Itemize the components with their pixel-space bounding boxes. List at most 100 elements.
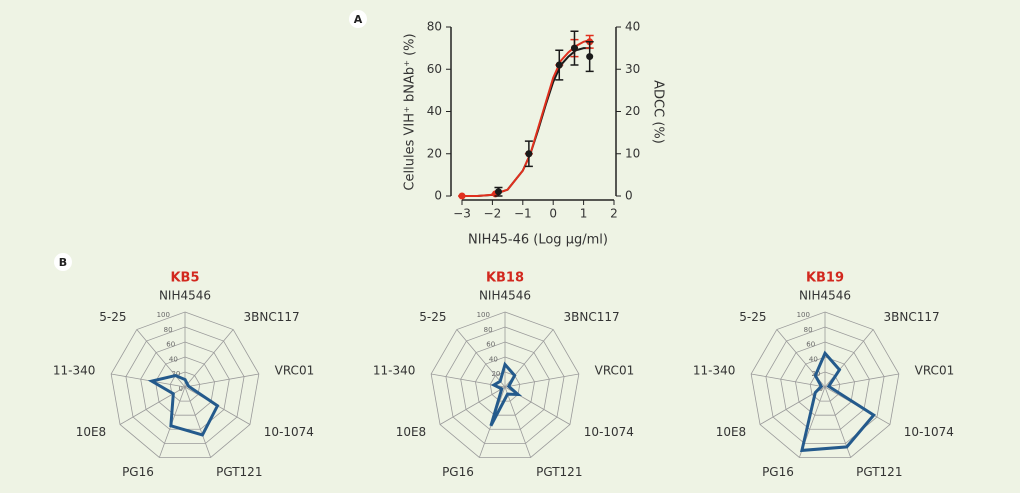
- radar-shape: [147, 373, 220, 437]
- axis-label: NIH4546: [479, 289, 531, 303]
- axis-label: 11-340: [693, 364, 736, 378]
- axis-label: 5-25: [419, 310, 446, 324]
- r-tick-label: 100: [157, 311, 170, 319]
- panel-badge: [349, 10, 367, 28]
- radar-shape: [799, 350, 876, 453]
- axis-label: 3BNC117: [883, 310, 939, 324]
- grid-ring: [460, 341, 550, 430]
- data-point: [494, 188, 502, 196]
- r-tick-label: 100: [477, 311, 490, 319]
- grid-ring: [445, 326, 565, 444]
- r-tick-label: 40: [489, 355, 498, 363]
- axis-label: 5-25: [99, 310, 126, 324]
- fit-curve: [462, 38, 592, 197]
- axis-label: PGT121: [536, 465, 582, 479]
- axis-label: 11-340: [53, 364, 96, 378]
- axis-label: 3BNC117: [243, 310, 299, 324]
- y2-axis-label: ADCC (%): [651, 80, 666, 144]
- grid-ring: [430, 311, 580, 458]
- spoke: [119, 386, 186, 425]
- r-tick-label: 80: [484, 326, 493, 334]
- radar-title: KB5: [170, 271, 199, 286]
- axis-label: PGT121: [216, 465, 262, 479]
- axis-label: VRC01: [275, 364, 315, 378]
- panel-label: B: [59, 256, 67, 269]
- axis-label: 10-1074: [904, 425, 954, 439]
- axis-label: NIH4546: [159, 289, 211, 303]
- y2-tick-label: 0: [625, 189, 633, 203]
- y2-tick-label: 40: [625, 20, 640, 34]
- grid-ring: [795, 356, 855, 416]
- axis-label: PG16: [762, 465, 794, 479]
- spoke: [456, 329, 506, 388]
- r-tick-label: 20: [491, 370, 500, 378]
- grid-ring: [475, 356, 535, 416]
- grid-ring: [110, 311, 260, 458]
- grid-ring: [169, 371, 201, 402]
- x-tick-label: −3: [453, 207, 471, 221]
- grid-ring: [765, 326, 885, 444]
- data-point: [525, 150, 533, 158]
- r-tick-label: 40: [809, 355, 818, 363]
- x-tick-label: −2: [484, 207, 502, 221]
- spoke: [184, 329, 234, 388]
- axis-label: 11-340: [373, 364, 416, 378]
- axis-label: 10E8: [716, 425, 747, 439]
- axis-label: 10-1074: [584, 425, 634, 439]
- spoke: [184, 373, 259, 388]
- grid-ring: [155, 356, 215, 416]
- spoke: [504, 386, 532, 458]
- y-tick-label: 20: [427, 146, 442, 160]
- axis-label: NIH4546: [799, 289, 851, 303]
- data-point: [586, 53, 594, 61]
- spoke: [824, 373, 899, 388]
- panel-label: A: [354, 13, 363, 26]
- axis-label: 10E8: [76, 425, 107, 439]
- r-tick-label: 60: [166, 341, 175, 349]
- r-tick-label: 100: [797, 311, 810, 319]
- y-axis-label: Cellules VIH⁺ bNAb⁺ (%): [403, 33, 418, 190]
- r-tick-label: 60: [806, 341, 815, 349]
- y-tick-label: 40: [427, 104, 442, 118]
- axis-label: VRC01: [595, 364, 635, 378]
- grid-ring: [125, 326, 245, 444]
- data-point: [555, 61, 563, 69]
- axis-label: 5-25: [739, 310, 766, 324]
- x-tick-label: −1: [514, 207, 532, 221]
- spoke: [184, 386, 212, 458]
- spoke: [504, 373, 579, 388]
- r-tick-label: 80: [804, 326, 813, 334]
- y2-tick-label: 20: [625, 104, 640, 118]
- y-tick-label: 60: [427, 62, 442, 76]
- axis-label: PG16: [122, 465, 154, 479]
- radar-title: KB19: [806, 271, 844, 286]
- axis-label: 3BNC117: [563, 310, 619, 324]
- x-tick-label: 0: [549, 207, 557, 221]
- panel-badge: [54, 253, 72, 271]
- fit-curve: [462, 47, 592, 197]
- data-point: [570, 44, 578, 52]
- y2-tick-label: 10: [625, 146, 640, 160]
- r-tick-label: 40: [169, 355, 178, 363]
- x-tick-label: 1: [580, 207, 588, 221]
- data-point: [458, 192, 466, 200]
- y2-tick-label: 30: [625, 62, 640, 76]
- y-tick-label: 80: [427, 20, 442, 34]
- r-tick-label: 80: [164, 326, 173, 334]
- y-tick-label: 0: [434, 189, 442, 203]
- x-axis-label: NIH45-46 (Log µg/ml): [468, 233, 608, 248]
- radar-title: KB18: [486, 271, 524, 286]
- axis-label: PG16: [442, 465, 474, 479]
- axis-label: 10E8: [396, 425, 427, 439]
- spoke: [439, 386, 506, 425]
- spoke: [751, 373, 826, 388]
- grid-ring: [750, 311, 900, 458]
- grid-ring: [780, 341, 870, 430]
- x-tick-label: 2: [610, 207, 618, 221]
- axis-label: PGT121: [856, 465, 902, 479]
- axis-label: VRC01: [915, 364, 955, 378]
- axis-label: 10-1074: [264, 425, 314, 439]
- grid-ring: [809, 371, 841, 402]
- radar-shape: [489, 361, 523, 427]
